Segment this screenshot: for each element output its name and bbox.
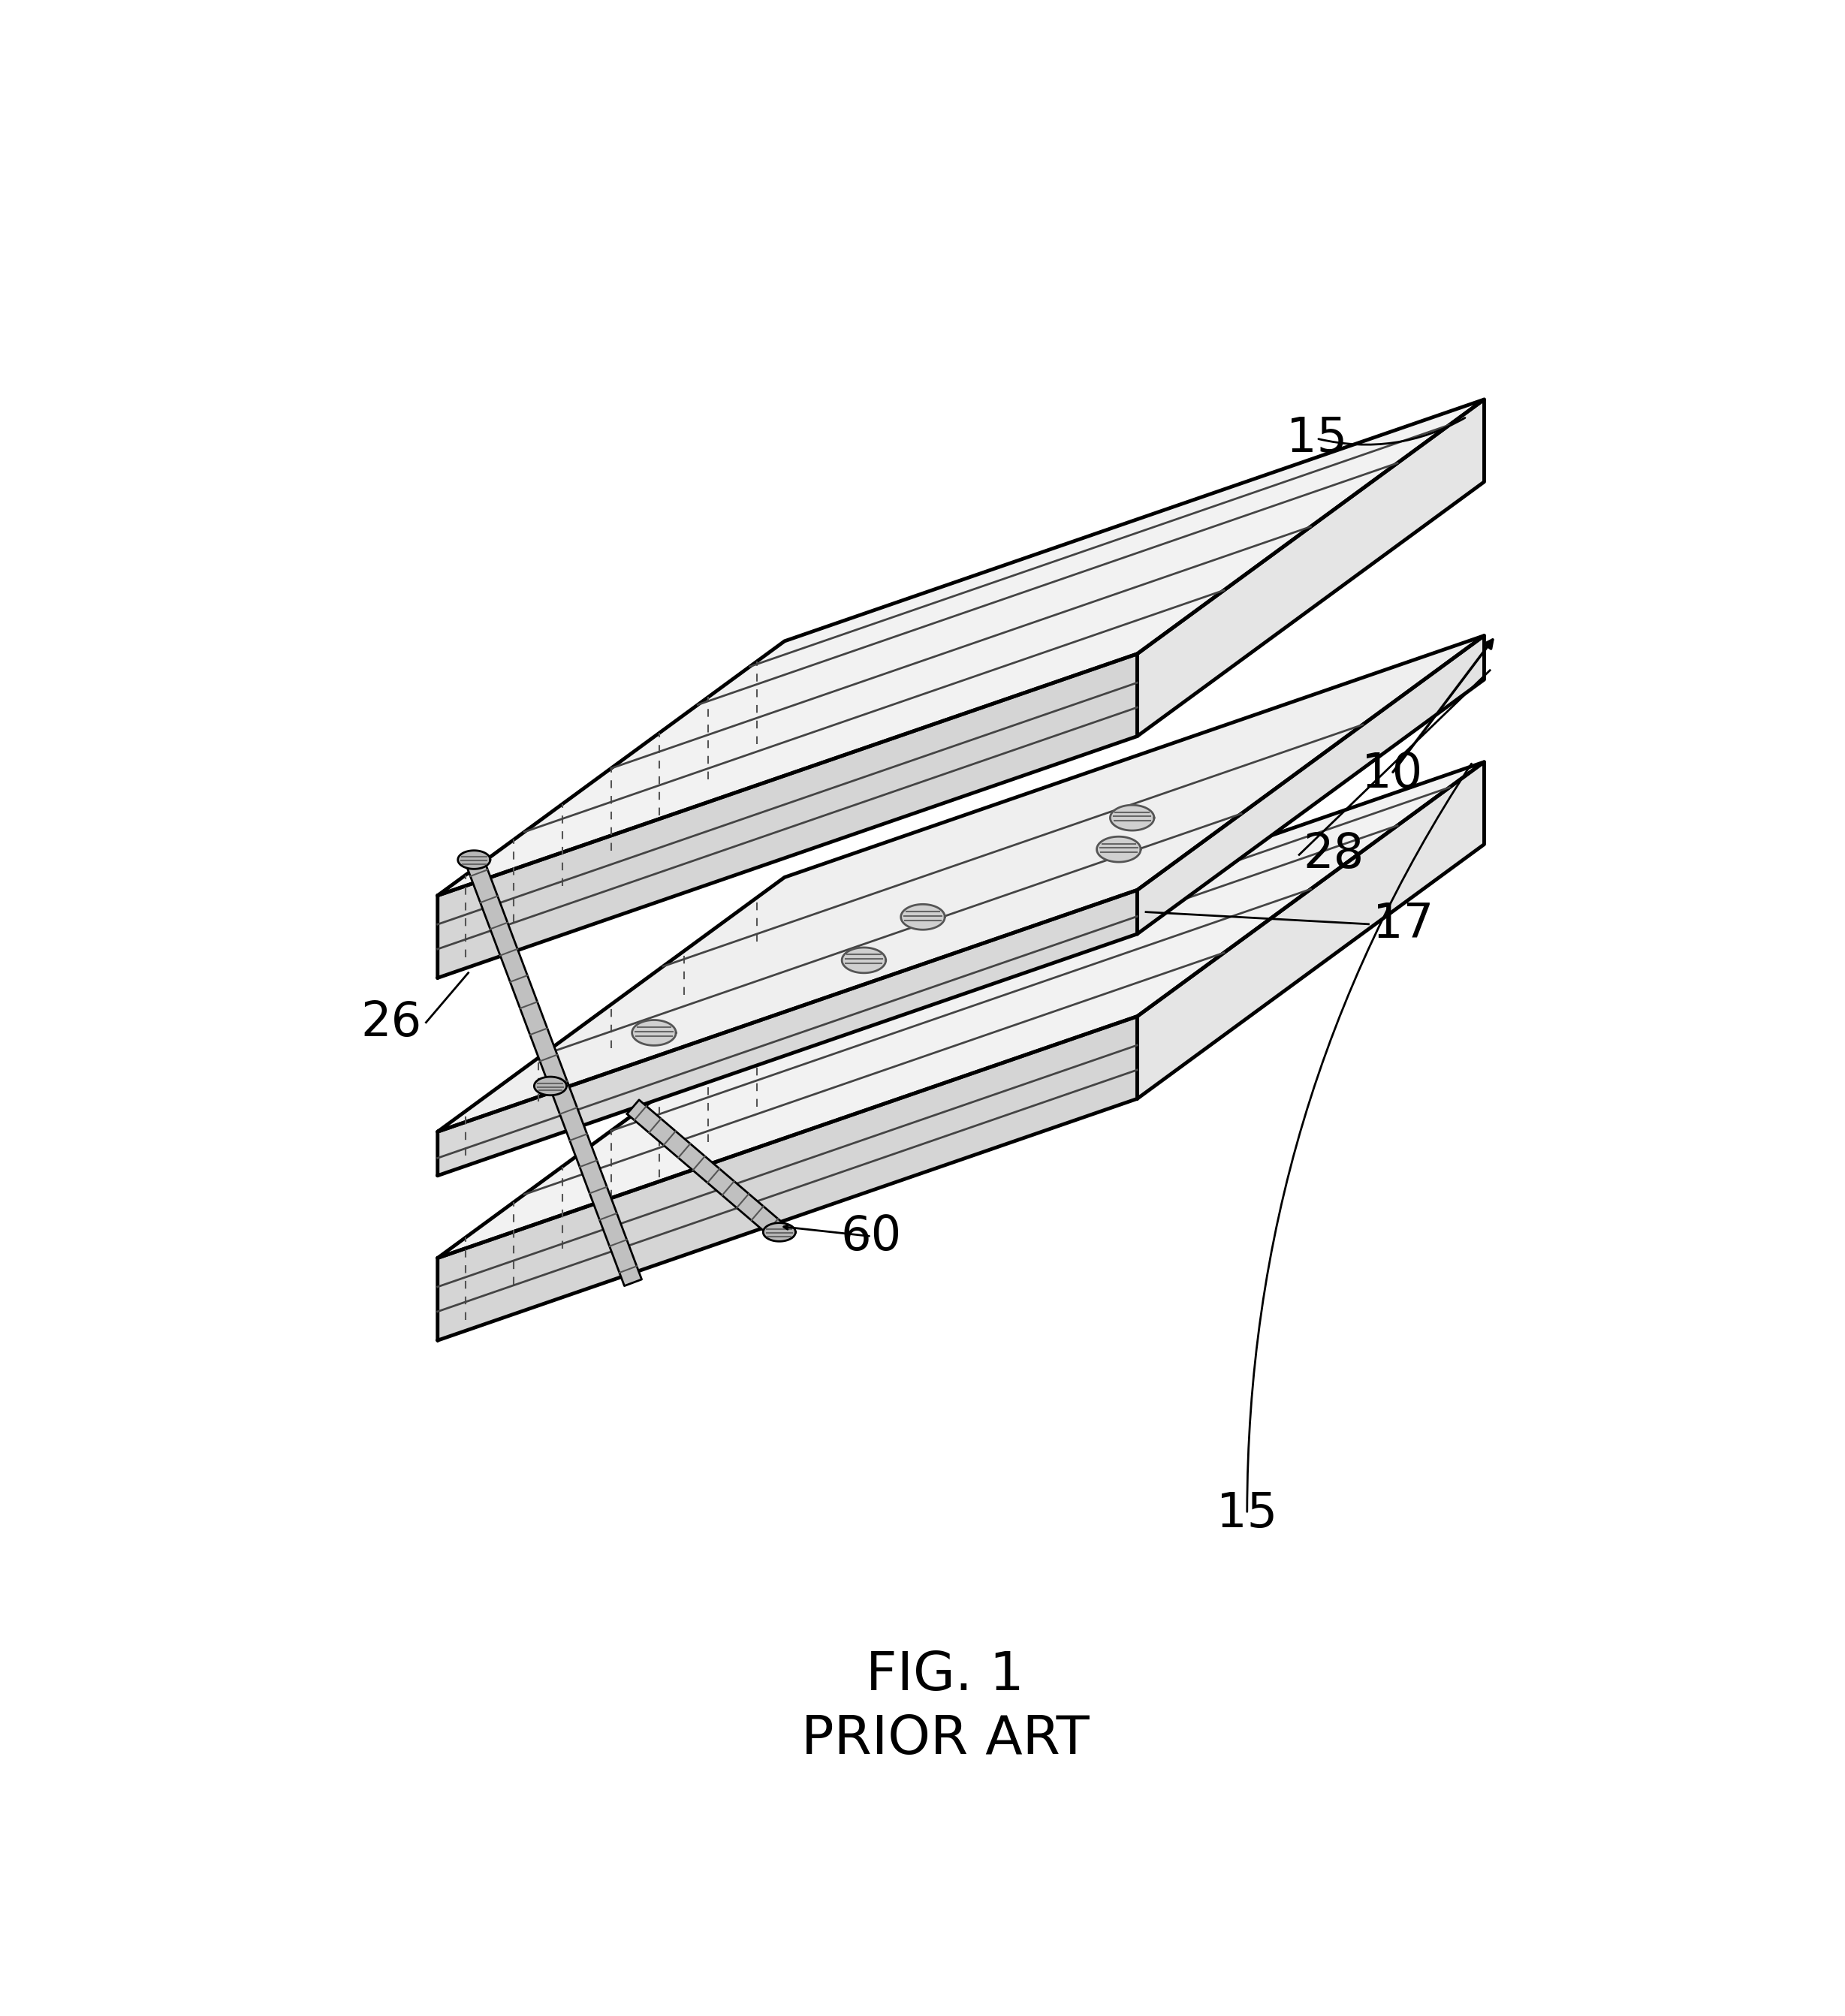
Polygon shape [1137, 399, 1483, 736]
Text: 15: 15 [1286, 415, 1347, 462]
Polygon shape [841, 948, 886, 974]
Polygon shape [764, 1224, 795, 1242]
Polygon shape [633, 1020, 675, 1046]
Polygon shape [437, 889, 1137, 1175]
Text: PRIOR ART: PRIOR ART [801, 1714, 1089, 1766]
Text: 28: 28 [1303, 831, 1363, 879]
Polygon shape [437, 1016, 1137, 1341]
Polygon shape [1137, 762, 1483, 1099]
Polygon shape [535, 1077, 566, 1095]
Text: 15: 15 [1216, 1490, 1277, 1536]
Polygon shape [437, 635, 1483, 1131]
Text: 26: 26 [362, 1000, 423, 1046]
Polygon shape [458, 851, 491, 869]
Polygon shape [437, 399, 1483, 895]
Text: 17: 17 [1373, 901, 1434, 948]
Text: FIG. 1: FIG. 1 [865, 1649, 1024, 1702]
Polygon shape [627, 1101, 786, 1240]
Polygon shape [1096, 837, 1140, 863]
Polygon shape [437, 762, 1483, 1258]
Polygon shape [437, 653, 1137, 978]
Text: 60: 60 [841, 1214, 902, 1260]
Text: 10: 10 [1362, 750, 1422, 796]
Polygon shape [1137, 635, 1483, 933]
Polygon shape [465, 857, 642, 1286]
Polygon shape [1111, 804, 1155, 831]
Polygon shape [900, 905, 945, 929]
